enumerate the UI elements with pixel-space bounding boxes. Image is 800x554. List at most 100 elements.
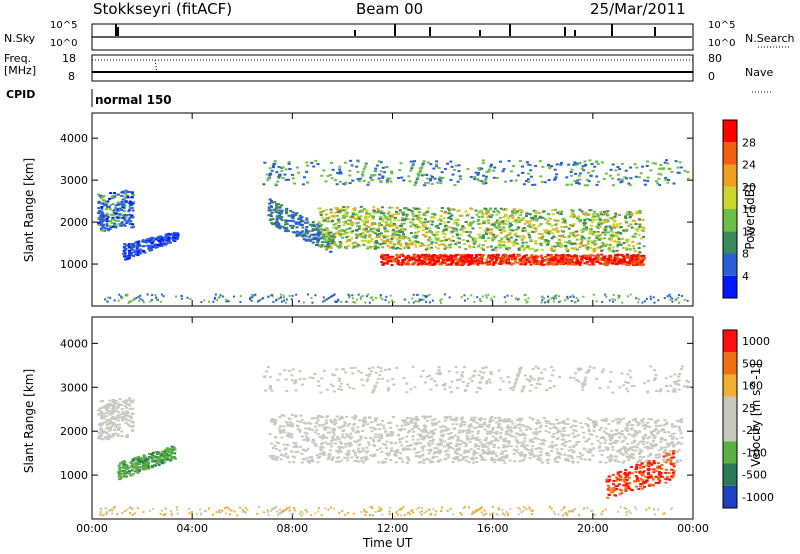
scatter-cell: [370, 223, 374, 226]
scatter-cell: [413, 243, 417, 246]
scatter-cell: [311, 238, 315, 241]
scatter-cell: [313, 431, 317, 434]
scatter-cell: [410, 167, 414, 170]
scatter-cell: [124, 422, 128, 425]
scatter-cell: [617, 449, 621, 452]
scatter-cell: [348, 174, 352, 177]
scatter-cell: [423, 184, 427, 187]
scatter-cell: [384, 240, 388, 243]
scatter-cell: [455, 241, 459, 244]
scatter-cell: [397, 240, 401, 243]
scatter-cell: [356, 170, 360, 173]
scatter-cell: [528, 457, 532, 460]
scatter-cell: [334, 206, 338, 209]
scatter-cell: [284, 209, 288, 212]
scatter-cell: [551, 262, 555, 265]
scatter-cell: [141, 299, 144, 302]
scatter-cell: [129, 300, 132, 303]
colorbar-tick-label: 12: [742, 225, 756, 238]
scatter-cell: [648, 436, 652, 439]
scatter-cell: [165, 452, 169, 455]
scatter-cell: [120, 221, 124, 224]
scatter-cell: [97, 200, 101, 203]
colorbar-band: [723, 231, 737, 254]
scatter-cell: [427, 207, 431, 210]
scatter-cell: [275, 224, 279, 227]
scatter-cell: [130, 243, 134, 246]
scatter-cell: [621, 461, 625, 464]
scatter-cell: [398, 263, 402, 266]
scatter-cell: [305, 170, 309, 173]
scatter-cell: [459, 228, 463, 231]
scatter-cell: [570, 168, 574, 171]
scatter-cell: [604, 218, 608, 221]
scatter-cell: [105, 403, 109, 406]
scatter-cell: [430, 429, 434, 432]
scatter-cell: [543, 181, 547, 184]
scatter-cell: [676, 166, 680, 169]
scatter-cell: [376, 246, 380, 249]
scatter-cell: [131, 421, 135, 424]
scatter-cell: [117, 299, 120, 302]
scatter-cell: [172, 238, 176, 241]
scatter-cell: [570, 455, 574, 458]
scatter-cell: [389, 257, 393, 260]
scatter-cell: [329, 445, 333, 448]
scatter-cell: [555, 448, 559, 451]
scatter-cell: [360, 172, 364, 175]
scatter-cell: [277, 216, 281, 219]
scatter-cell: [625, 253, 629, 256]
scatter-cell: [482, 174, 486, 177]
scatter-cell: [337, 246, 341, 249]
scatter-cell: [120, 217, 124, 220]
scatter-cell: [364, 220, 368, 223]
scatter-cell: [378, 222, 382, 225]
scatter-cell: [250, 293, 253, 296]
scatter-cell: [547, 259, 551, 262]
scatter-cell: [304, 235, 308, 238]
scatter-cell: [379, 180, 383, 183]
scatter-cell: [519, 214, 523, 217]
scatter-cell: [558, 262, 562, 265]
scatter-cell: [424, 235, 428, 238]
scatter-cell: [641, 228, 645, 231]
scatter-cell: [563, 220, 567, 223]
scatter-cell: [125, 468, 129, 471]
scatter-cell: [505, 236, 509, 239]
scatter-cell: [423, 225, 427, 228]
scatter-cell: [472, 449, 476, 452]
scatter-cell: [168, 241, 172, 244]
scatter-cell: [393, 218, 397, 221]
scatter-cell: [562, 259, 566, 262]
scatter-cell: [318, 207, 322, 210]
scatter-cell: [501, 220, 505, 223]
scatter-cell: [603, 233, 607, 236]
scatter-cell: [455, 222, 459, 225]
scatter-cell: [634, 175, 638, 178]
scatter-cell: [519, 259, 523, 262]
scatter-cell: [553, 248, 557, 251]
scatter-cell: [518, 453, 522, 456]
scatter-cell: [670, 457, 674, 460]
scatter-cell: [123, 245, 127, 248]
scatter-cell: [381, 242, 385, 245]
scatter-cell: [151, 294, 154, 297]
noise-tick-right-top: 10^5: [708, 20, 736, 31]
scatter-cell: [466, 167, 470, 170]
scatter-cell: [613, 459, 617, 462]
scatter-cell: [303, 431, 307, 434]
scatter-cell: [419, 217, 423, 220]
scatter-cell: [523, 229, 527, 232]
scatter-cell: [332, 236, 336, 239]
scatter-cell: [126, 257, 130, 260]
scatter-cell: [312, 165, 316, 168]
scatter-cell: [345, 240, 349, 243]
scatter-cell: [394, 461, 398, 464]
scatter-cell: [596, 254, 600, 257]
scatter-cell: [137, 458, 141, 461]
scatter-cell: [105, 212, 109, 215]
scatter-cell: [605, 295, 608, 298]
scatter-cell: [436, 237, 440, 240]
scatter-cell: [382, 427, 386, 430]
scatter-cell: [445, 229, 449, 232]
